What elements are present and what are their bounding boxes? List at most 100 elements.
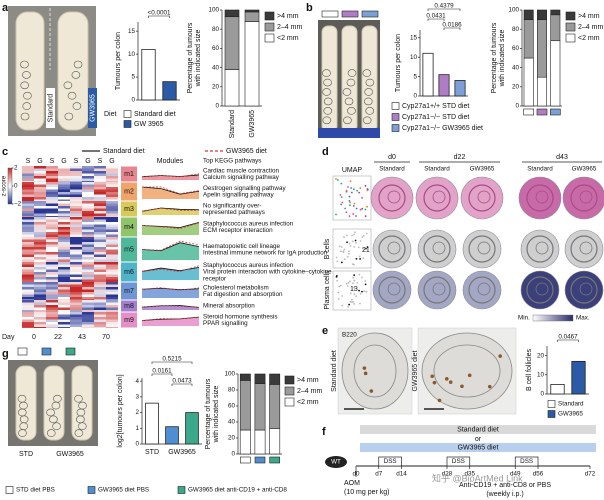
pathway: Calcium signalling pathway (203, 174, 280, 181)
umap-point (353, 263, 355, 266)
heatmap-cell (58, 232, 70, 235)
heatmap-cell (106, 310, 118, 312)
follicle (362, 366, 367, 370)
heatmap-cell (22, 300, 34, 303)
legend-label: GW3965 (558, 411, 583, 418)
heatmap-cell (70, 310, 82, 312)
heatmap-cell (46, 201, 58, 204)
umap-point (349, 300, 352, 303)
heatmap-cell (46, 257, 58, 260)
tumour (344, 97, 354, 106)
heatmap-cell (94, 289, 106, 292)
heatmap-cell (22, 213, 34, 216)
tissue-section (460, 176, 504, 220)
column-label: GW3965 (572, 166, 597, 173)
tissue-outline (433, 344, 501, 398)
image-label: GW3965 diet (412, 351, 419, 392)
heatmap-cell (46, 173, 58, 176)
p-value: 0.0467 (558, 334, 578, 341)
y-tick-label: 10 (537, 371, 545, 378)
umap-point (352, 205, 355, 207)
module-trend (141, 242, 200, 252)
heatmap-cell (106, 184, 118, 187)
significance-bracket (557, 339, 579, 342)
heatmap-cell (70, 277, 82, 280)
legend-title: Diet (104, 111, 117, 118)
heatmap-cell (22, 254, 34, 257)
umap-point (349, 201, 352, 204)
heatmap-cell (34, 213, 46, 216)
heatmap-cell (46, 237, 58, 240)
umap-point (352, 188, 355, 191)
module-area (142, 242, 199, 260)
heatmap-cell (94, 292, 106, 295)
tissue-ring (579, 241, 593, 255)
umap-point (351, 234, 354, 237)
legend-swatch (391, 102, 400, 110)
heatmap-cell (34, 224, 46, 227)
tissue-ring (570, 235, 598, 263)
y-axis-label: B cell follicles (526, 348, 533, 391)
umap-point (346, 255, 349, 258)
timepoint: d0 (388, 154, 396, 161)
heatmap-cell (22, 249, 34, 252)
heatmap-cell (106, 300, 118, 303)
heatmap-cell (94, 219, 106, 222)
heatmap-cell (82, 219, 94, 222)
y-tick-label: 3 (135, 394, 139, 401)
tumour (46, 408, 55, 417)
umap-point (335, 256, 338, 259)
stack-segment (523, 9, 534, 20)
umap-point (355, 257, 358, 260)
heatmap-cell (82, 234, 94, 237)
legend-swatch (87, 486, 96, 494)
heatmap-cell (94, 237, 106, 240)
heatmap-cell (106, 322, 118, 325)
day-label: d14 (396, 471, 407, 478)
stack-segment (269, 373, 281, 385)
heatmap-cell (34, 208, 46, 211)
umap-point (362, 257, 365, 260)
heatmap-cell (22, 197, 34, 200)
heatmap-cell (22, 237, 34, 240)
y-axis-label: Percentage of tumours (491, 22, 498, 93)
heatmap-cell (46, 208, 58, 211)
tissue-outline (353, 344, 397, 398)
heatmap-cell (82, 282, 94, 285)
heatmap-cell (46, 211, 58, 214)
module-trend (141, 316, 200, 321)
heatmap-cell (58, 211, 70, 214)
heatmap-cell (70, 314, 82, 317)
heatmap-cell (46, 317, 58, 320)
y-tick-label: 10 (410, 54, 418, 61)
y-axis-label: with indicated size (195, 29, 202, 87)
heatmap-cell (70, 217, 82, 220)
legend-label: 2–4 mm (277, 24, 302, 31)
heatmap-cell (106, 242, 118, 245)
heatmap-cell (106, 217, 118, 220)
legend-swatch (284, 397, 295, 407)
umap-point (355, 242, 357, 244)
heatmap-cell (46, 327, 58, 328)
tumour (322, 88, 331, 96)
tissue-ring (579, 282, 593, 296)
y-tick-label: 60 (228, 403, 236, 410)
heatmap-cell (70, 213, 82, 216)
day-label: 0 (32, 334, 36, 341)
column-label: Standard (424, 166, 450, 173)
heatmap-cell (58, 254, 70, 257)
heatmap-cell (82, 189, 94, 192)
heatmap-cell (70, 292, 82, 295)
bar (571, 360, 586, 395)
heatmap-cell (106, 287, 118, 290)
y-tick-label: 5 (131, 74, 135, 81)
heatmap-cell (106, 264, 118, 267)
umap-point (348, 195, 351, 198)
heatmap-cell (94, 254, 106, 257)
dss-box (514, 456, 539, 467)
heatmap-cell (34, 277, 46, 280)
heatmap-cell (34, 194, 46, 197)
heatmap-cell (106, 176, 118, 179)
follicle (498, 354, 502, 358)
heatmap-cell (94, 173, 106, 176)
